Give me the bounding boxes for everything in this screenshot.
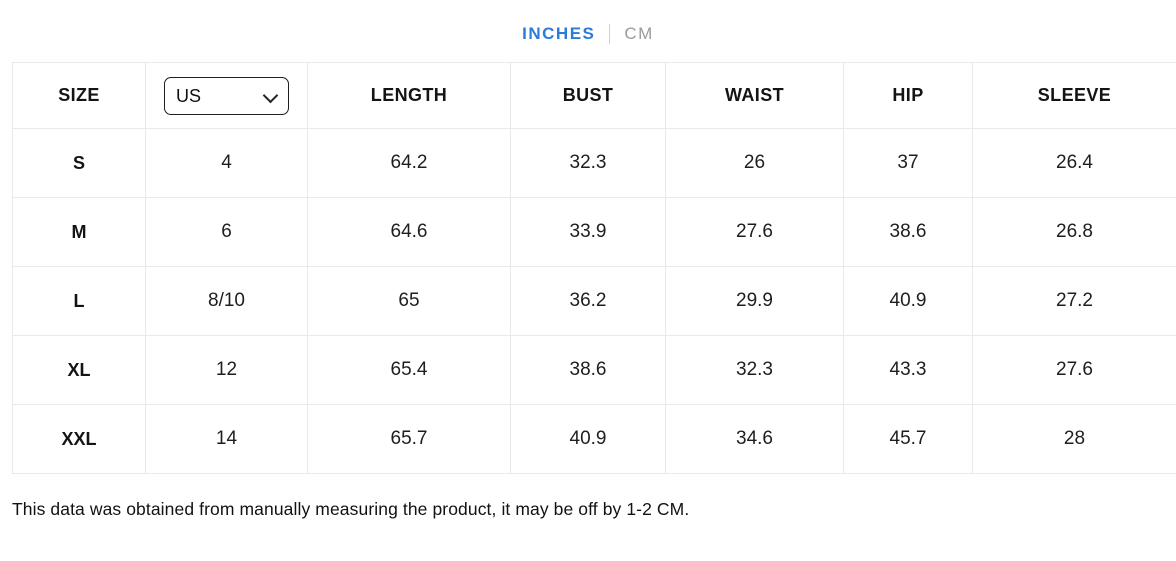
table-row: XL 12 65.4 38.6 32.3 43.3 27.6 bbox=[12, 335, 1176, 405]
waist-cell: 26 bbox=[665, 128, 844, 198]
length-cell: 64.6 bbox=[307, 197, 511, 267]
sleeve-cell: 28 bbox=[972, 404, 1176, 474]
unit-inches-button[interactable]: INCHES bbox=[522, 24, 596, 43]
table-row: XXL 14 65.7 40.9 34.6 45.7 28 bbox=[12, 404, 1176, 474]
col-header-waist: WAIST bbox=[665, 62, 844, 129]
waist-cell: 27.6 bbox=[665, 197, 844, 267]
region-select-cell: US bbox=[145, 62, 308, 129]
region-cell: 8/10 bbox=[145, 266, 308, 336]
bust-cell: 38.6 bbox=[510, 335, 666, 405]
unit-cm-button[interactable]: CM bbox=[624, 24, 654, 43]
length-cell: 65 bbox=[307, 266, 511, 336]
waist-cell: 29.9 bbox=[665, 266, 844, 336]
table-row: S 4 64.2 32.3 26 37 26.4 bbox=[12, 128, 1176, 198]
size-cell: M bbox=[12, 197, 146, 267]
region-select[interactable]: US bbox=[164, 76, 289, 115]
bust-cell: 36.2 bbox=[510, 266, 666, 336]
waist-cell: 34.6 bbox=[665, 404, 844, 474]
col-header-size: SIZE bbox=[12, 62, 146, 129]
table-row: L 8/10 65 36.2 29.9 40.9 27.2 bbox=[12, 266, 1176, 336]
sleeve-cell: 27.2 bbox=[972, 266, 1176, 336]
table-row: M 6 64.6 33.9 27.6 38.6 26.8 bbox=[12, 197, 1176, 267]
sleeve-cell: 27.6 bbox=[972, 335, 1176, 405]
hip-cell: 43.3 bbox=[843, 335, 973, 405]
length-cell: 64.2 bbox=[307, 128, 511, 198]
bust-cell: 32.3 bbox=[510, 128, 666, 198]
unit-toggle-divider bbox=[609, 24, 611, 44]
sleeve-cell: 26.4 bbox=[972, 128, 1176, 198]
region-select-wrap: US bbox=[164, 76, 289, 115]
size-cell: S bbox=[12, 128, 146, 198]
hip-cell: 40.9 bbox=[843, 266, 973, 336]
bust-cell: 40.9 bbox=[510, 404, 666, 474]
table-body: S 4 64.2 32.3 26 37 26.4 M 6 64.6 33.9 27.6 38.6 26.8… bbox=[12, 128, 1176, 474]
col-header-length: LENGTH bbox=[307, 62, 511, 129]
region-cell: 4 bbox=[145, 128, 308, 198]
bust-cell: 33.9 bbox=[510, 197, 666, 267]
measurement-note: This data was obtained from manually mea… bbox=[12, 499, 690, 519]
sleeve-cell: 26.8 bbox=[972, 197, 1176, 267]
hip-cell: 37 bbox=[843, 128, 973, 198]
region-cell: 6 bbox=[145, 197, 308, 267]
size-cell: XL bbox=[12, 335, 146, 405]
region-cell: 14 bbox=[145, 404, 308, 474]
col-header-bust: BUST bbox=[510, 62, 666, 129]
length-cell: 65.7 bbox=[307, 404, 511, 474]
unit-toggle: INCHES CM bbox=[0, 0, 1176, 44]
hip-cell: 45.7 bbox=[843, 404, 973, 474]
region-cell: 12 bbox=[145, 335, 308, 405]
size-cell: L bbox=[12, 266, 146, 336]
hip-cell: 38.6 bbox=[843, 197, 973, 267]
size-cell: XXL bbox=[12, 404, 146, 474]
header-row: SIZE US LENGTH BUST WAIST HIP SLEEVE bbox=[12, 62, 1176, 129]
waist-cell: 32.3 bbox=[665, 335, 844, 405]
col-header-hip: HIP bbox=[843, 62, 973, 129]
col-header-sleeve: SLEEVE bbox=[972, 62, 1176, 129]
length-cell: 65.4 bbox=[307, 335, 511, 405]
